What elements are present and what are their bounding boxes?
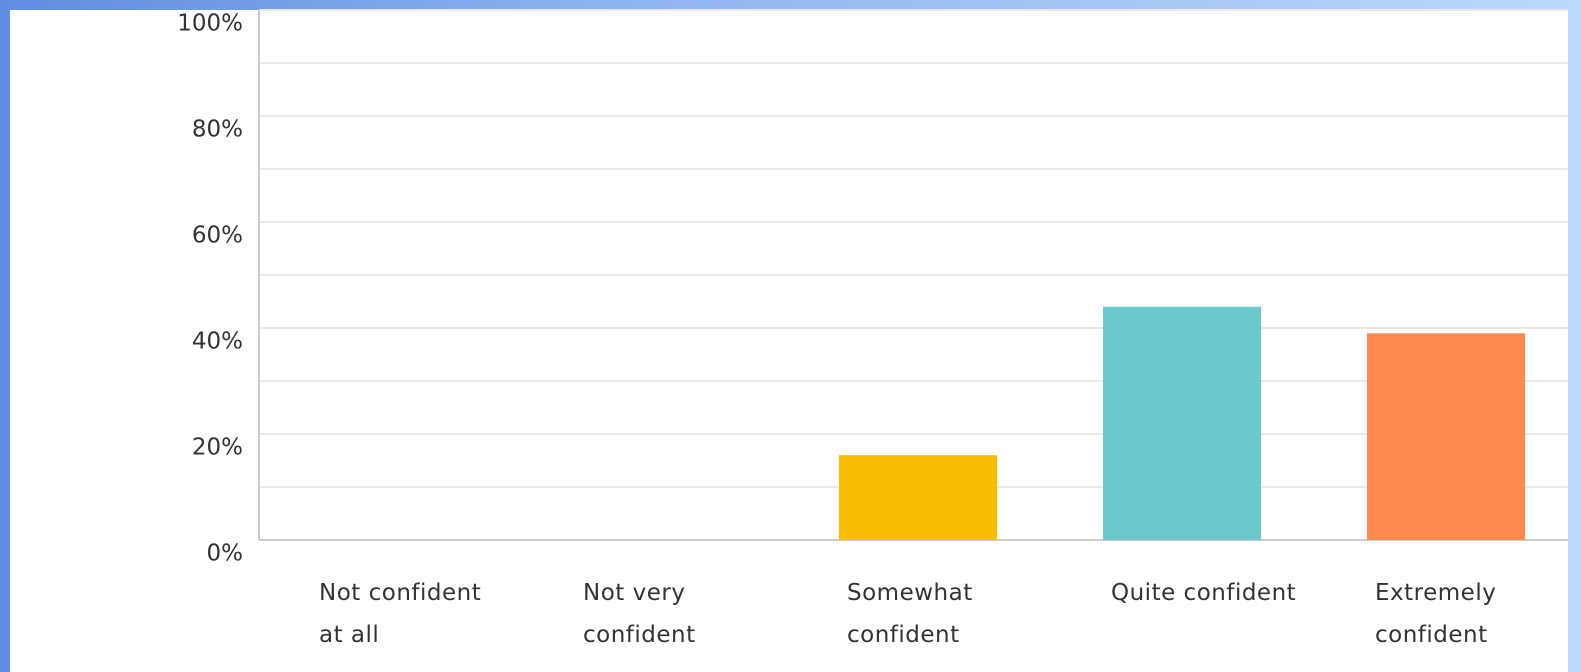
bar bbox=[839, 455, 997, 540]
chart-panel bbox=[10, 10, 1568, 672]
y-tick-label: 60% bbox=[192, 223, 243, 249]
bar bbox=[1367, 333, 1525, 540]
x-tick-label: Quite confident bbox=[1111, 580, 1297, 606]
bar bbox=[1103, 306, 1261, 540]
x-tick-label: Not confident at all bbox=[319, 580, 482, 648]
y-tick-label: 100% bbox=[177, 11, 243, 37]
y-tick-label: 20% bbox=[192, 435, 243, 461]
y-tick-label: 40% bbox=[192, 329, 243, 355]
y-tick-label: 80% bbox=[192, 117, 243, 143]
x-tick-label: Not very confident bbox=[583, 580, 696, 648]
x-tick-label: Somewhat confident bbox=[847, 580, 973, 648]
y-tick-label: 0% bbox=[207, 541, 244, 567]
x-tick-label: Extremely confident bbox=[1375, 580, 1497, 648]
